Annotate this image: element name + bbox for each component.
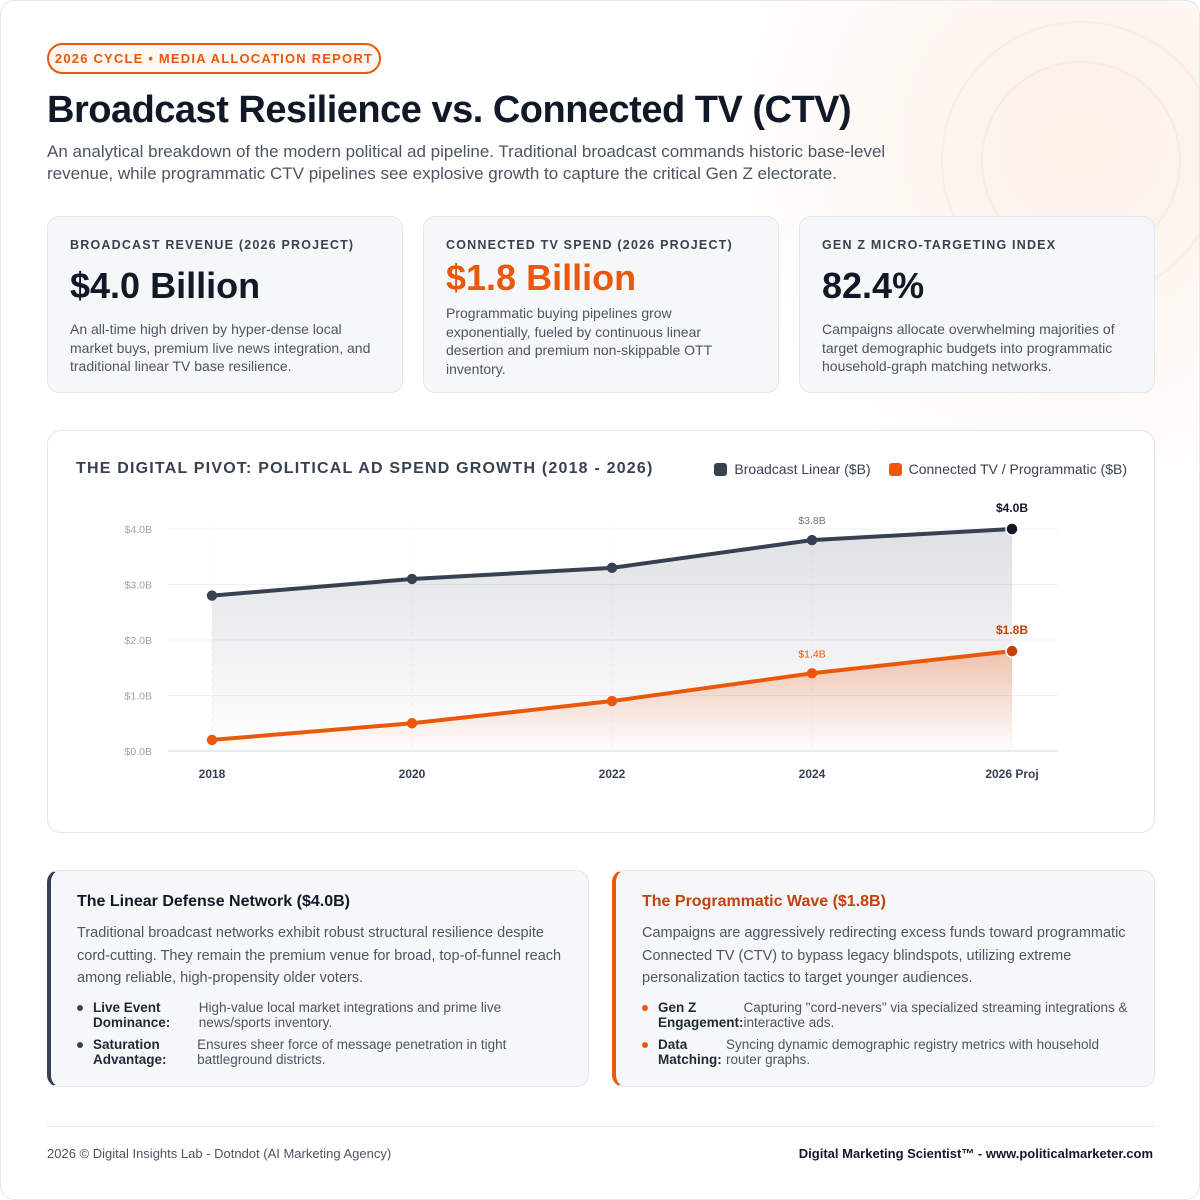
legend-swatch-ctv: [888, 462, 902, 476]
data-point-ctv: [606, 695, 618, 707]
bullet-text: Ensures sheer force of message penetrati…: [197, 1036, 507, 1068]
x-tick-label: 2026 Proj: [985, 767, 1038, 781]
kpi-label: BROADCAST REVENUE (2026 PROJECT): [70, 238, 355, 252]
data-label: $1.4B: [798, 648, 825, 660]
data-point-ctv: [206, 734, 218, 746]
footer-divider: [47, 1126, 1155, 1127]
bullet-text: High-value local market integrations and…: [198, 999, 502, 1031]
legend-item-broadcast: Broadcast Linear ($B): [714, 461, 871, 477]
legend-swatch-broadcast: [714, 462, 728, 476]
kpi-card-ctv: CONNECTED TV SPEND (2026 PROJECT) $1.8 B…: [423, 216, 779, 393]
chart-title: THE DIGITAL PIVOT: POLITICAL AD SPEND GR…: [76, 460, 654, 477]
data-point-broadcast: [206, 590, 218, 601]
data-label: $1.8B: [996, 623, 1028, 637]
bullet-icon: [77, 1004, 83, 1011]
report-badge: 2026 CYCLE • MEDIA ALLOCATION REPORT: [47, 43, 381, 74]
bullet-icon: [642, 1041, 648, 1048]
chart-card: THE DIGITAL PIVOT: POLITICAL AD SPEND GR…: [47, 430, 1155, 833]
y-tick-label: $0.0B: [125, 746, 152, 758]
list-item: Saturation Advantage: Ensures sheer forc…: [77, 1037, 562, 1068]
detail-body: Campaigns are aggressively redirecting e…: [642, 925, 1126, 986]
y-tick-label: $2.0B: [125, 635, 152, 647]
kpi-label: CONNECTED TV SPEND (2026 PROJECT): [446, 238, 733, 252]
page-subtitle: An analytical breakdown of the modern po…: [47, 142, 886, 183]
kpi-value: $4.0 Billion: [70, 265, 261, 306]
data-point-ctv: [806, 668, 818, 679]
line-chart: $0.0B $1.0B $2.0B $3.0B $4.0B 2018 2020 2022 202…: [125, 501, 1058, 781]
kpi-description: Programmatic buying pipelines grow expon…: [446, 305, 712, 377]
bullet-key: Data Matching:: [658, 1036, 722, 1068]
list-item: Data Matching: Syncing dynamic demograph…: [642, 1037, 1128, 1068]
x-tick-label: 2020: [399, 767, 426, 781]
detail-card-linear: The Linear Defense Network ($4.0B) Tradi…: [47, 870, 589, 1087]
kpi-description: An all-time high driven by hyper-dense l…: [70, 321, 371, 374]
bullet-list: Gen Z Engagement: Capturing "cord-nevers…: [642, 1000, 1128, 1068]
kpi-card-genz: GEN Z MICRO-TARGETING INDEX 82.4% Campai…: [799, 216, 1155, 393]
bullet-key: Live Event Dominance:: [93, 999, 171, 1031]
data-point-ctv: [1005, 644, 1019, 658]
data-point-broadcast: [806, 534, 818, 546]
kpi-value: 82.4%: [822, 265, 925, 306]
detail-body: Traditional broadcast networks exhibit r…: [77, 925, 562, 986]
data-point-broadcast: [606, 562, 618, 574]
bullet-icon: [642, 1004, 648, 1011]
data-point-broadcast: [406, 573, 418, 585]
bullet-key: Gen Z Engagement:: [658, 999, 744, 1031]
bullet-key: Saturation Advantage:: [93, 1036, 167, 1068]
list-item: Live Event Dominance: High-value local m…: [77, 1000, 562, 1031]
detail-title: The Programmatic Wave ($1.8B): [642, 893, 886, 910]
bullet-text: Syncing dynamic demographic registry met…: [726, 1036, 1099, 1068]
y-tick-label: $3.0B: [125, 580, 152, 592]
kpi-card-broadcast: BROADCAST REVENUE (2026 PROJECT) $4.0 Bi…: [47, 216, 403, 393]
x-tick-label: 2024: [799, 767, 826, 781]
data-label: $4.0B: [996, 501, 1028, 515]
bullet-text: Capturing "cord-nevers" via specialized …: [743, 999, 1128, 1031]
detail-card-programmatic: The Programmatic Wave ($1.8B) Campaigns …: [612, 870, 1155, 1087]
legend-item-ctv: Connected TV / Programmatic ($B): [888, 461, 1127, 477]
list-item: Gen Z Engagement: Capturing "cord-nevers…: [642, 1000, 1128, 1031]
chart-legend: Broadcast Linear ($B) Connected TV / Pro…: [714, 461, 1127, 477]
kpi-description: Campaigns allocate overwhelming majoriti…: [822, 321, 1115, 374]
y-tick-label: $4.0B: [125, 524, 152, 536]
data-point-broadcast: [1005, 522, 1019, 536]
y-tick-label: $1.0B: [125, 691, 152, 703]
page-title: Broadcast Resilience vs. Connected TV (C…: [47, 89, 852, 131]
bullet-icon: [77, 1041, 83, 1048]
kpi-value: $1.8 Billion: [446, 257, 637, 298]
kpi-label: GEN Z MICRO-TARGETING INDEX: [822, 238, 1057, 252]
bullet-list: Live Event Dominance: High-value local m…: [77, 1000, 562, 1068]
legend-label: Connected TV / Programmatic ($B): [908, 461, 1127, 477]
data-point-ctv: [406, 718, 418, 729]
footer-credit: Digital Marketing Scientist™ - www.polit…: [798, 1146, 1153, 1161]
x-tick-label: 2022: [599, 767, 626, 781]
data-label: $3.8B: [798, 515, 825, 527]
legend-label: Broadcast Linear ($B): [734, 461, 871, 477]
x-tick-label: 2018: [199, 767, 226, 781]
detail-title: The Linear Defense Network ($4.0B): [77, 893, 350, 910]
footer-copyright: 2026 © Digital Insights Lab - Dotndot (A…: [47, 1146, 392, 1161]
